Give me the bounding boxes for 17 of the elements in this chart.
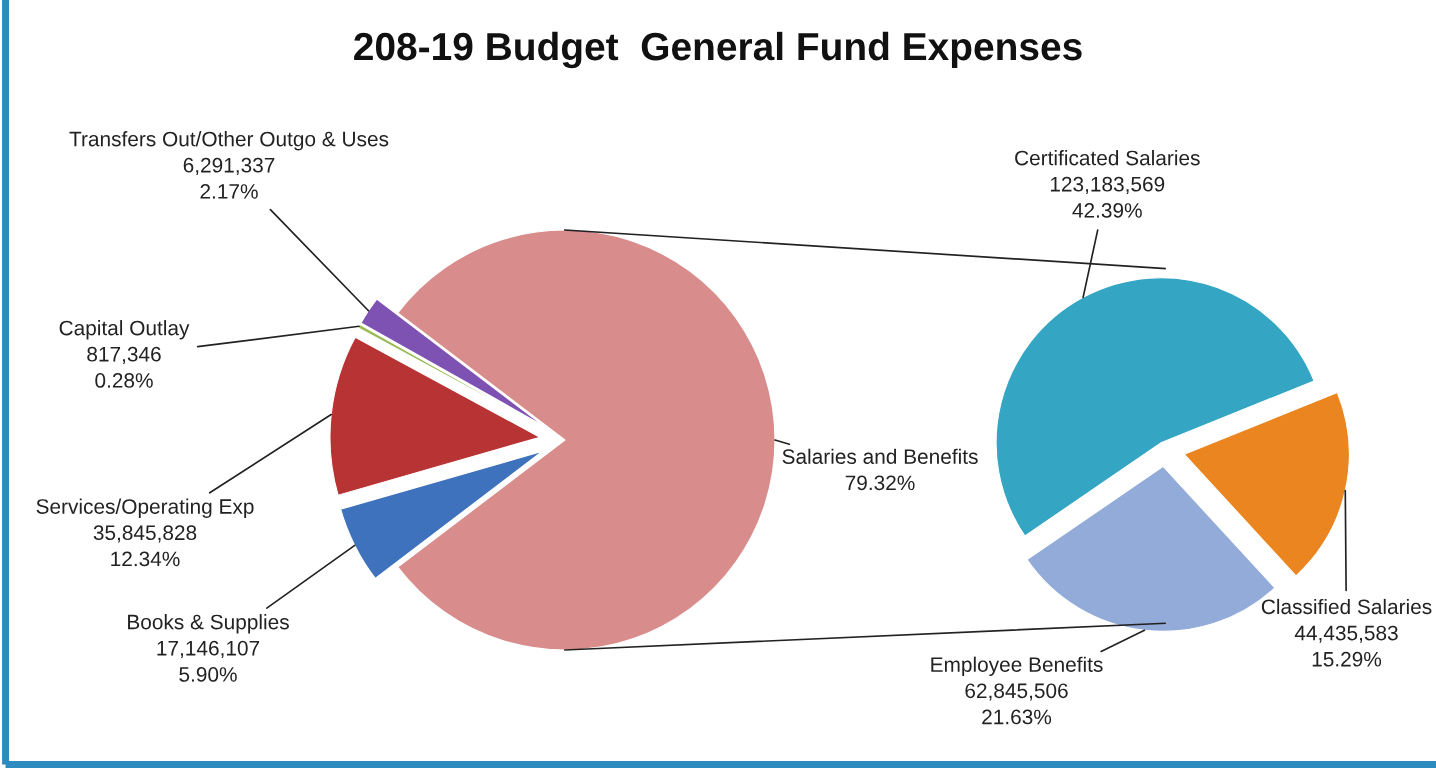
- slice-label: Employee Benefits: [931, 656, 1103, 677]
- data-label: 817,346 0.28%: [87, 346, 161, 388]
- slice-label: Books & Supplies: [128, 614, 289, 634]
- data-label: 79.32%: [845, 475, 915, 491]
- slice-label: Capital Outlay: [59, 320, 190, 340]
- slice-label: Certificated Salaries: [1015, 150, 1200, 166]
- data-label: 6,291,337 2.17%: [183, 157, 275, 199]
- slice-label: Transfers Out/Other Outgo & Uses: [69, 131, 389, 151]
- slice-label: Classified Salaries: [1261, 598, 1432, 615]
- data-label: 35,845,828 12.34%: [93, 525, 197, 567]
- slice-label: Salaries and Benefits: [782, 448, 978, 464]
- chart-title: 208-19 Budget General Fund Expenses: [354, 31, 1082, 69]
- data-label: 17,146,107 5.90%: [157, 640, 260, 682]
- data-label: 123,183,569 42.39%: [1050, 176, 1165, 218]
- data-label: 62,845,506 21.63%: [965, 683, 1068, 725]
- slice-label: Services/Operating Exp: [36, 498, 254, 518]
- data-label: 44,435,583 15.29%: [1294, 625, 1398, 667]
